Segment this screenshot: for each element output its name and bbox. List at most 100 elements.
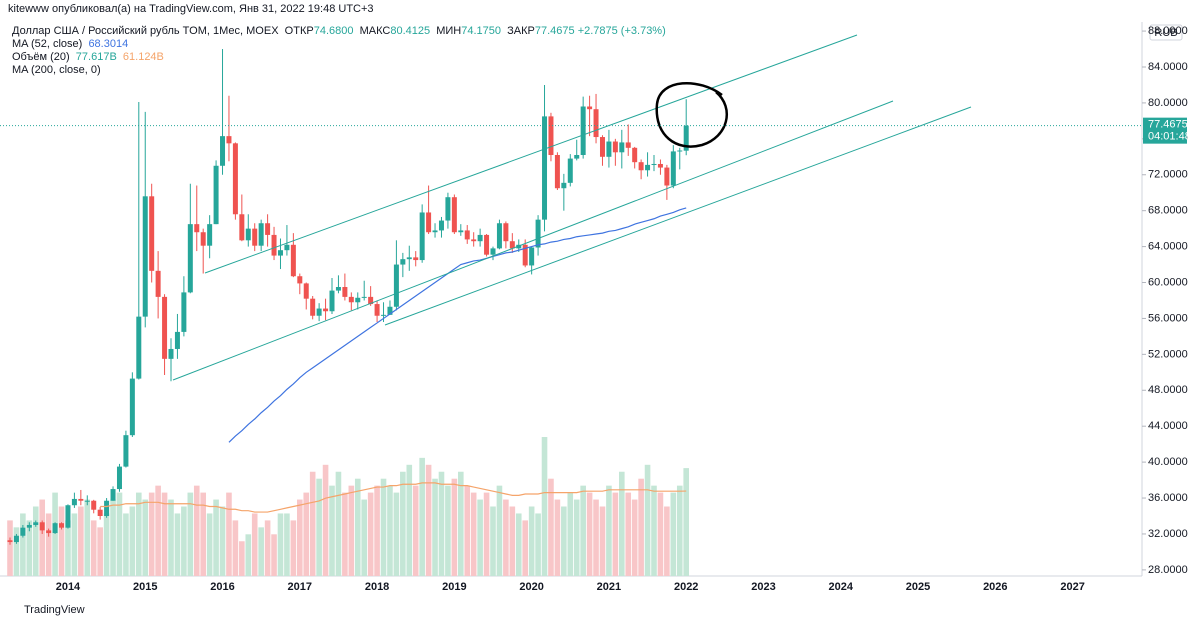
- candle-body: [599, 137, 605, 157]
- currency-label: RUB: [1154, 27, 1177, 39]
- volume-bar: [161, 492, 168, 576]
- candle-body: [348, 296, 354, 303]
- candle-body: [619, 142, 625, 153]
- volume-bar: [71, 513, 78, 576]
- candle-body: [46, 530, 52, 534]
- candle-body: [59, 523, 65, 528]
- candle-body: [342, 287, 348, 297]
- y-tick-label: 48.0000: [1148, 384, 1188, 396]
- volume-bar: [290, 520, 297, 576]
- currency-box: [1149, 24, 1183, 41]
- candle-body: [78, 498, 84, 501]
- y-tick-label: 72.0000: [1148, 169, 1188, 181]
- ohlc-label: ОТКР: [284, 25, 314, 37]
- volume-bar: [683, 468, 689, 576]
- legend-row: MA (200, close, 0): [12, 64, 666, 77]
- volume-bar: [309, 471, 316, 576]
- volume-bar: [348, 485, 355, 576]
- candle-body: [426, 212, 432, 233]
- candle-body: [142, 196, 148, 317]
- candle-body: [187, 224, 193, 293]
- volume-bar: [522, 520, 528, 576]
- candle-body: [252, 228, 258, 246]
- volume-bar: [619, 471, 625, 576]
- y-tick-label: 36.0000: [1148, 492, 1188, 504]
- candle-body: [271, 234, 277, 256]
- candle-body: [71, 498, 77, 506]
- volume-bar: [251, 513, 258, 576]
- candle-body: [580, 106, 586, 155]
- volume-bar: [567, 492, 574, 576]
- volume-bar: [32, 506, 39, 576]
- volume-bar: [432, 478, 438, 576]
- candle-body: [33, 522, 39, 525]
- candle-layer: [7, 49, 689, 545]
- volume-bar: [515, 513, 522, 576]
- volume-bar: [329, 485, 335, 576]
- y-tick-label: 84.0000: [1148, 61, 1188, 73]
- x-tick-label: 2020: [519, 581, 543, 593]
- candle-body: [438, 220, 444, 231]
- footer: TradingView: [24, 604, 85, 616]
- y-tick-label: 88.0000: [1148, 25, 1188, 37]
- x-tick-label: 2019: [442, 581, 466, 593]
- candle-body: [490, 248, 496, 255]
- volume-bar: [438, 471, 445, 576]
- candle-body: [471, 239, 477, 242]
- volume-bar: [425, 464, 432, 576]
- volume-bar: [129, 506, 136, 576]
- x-tick-label: 2021: [597, 581, 621, 593]
- indicator-value: 68.3014: [88, 38, 129, 50]
- legend-row: Объём (20) 77.617B 61.124B: [12, 51, 666, 64]
- ma52-line: [228, 207, 687, 443]
- candle-body: [97, 509, 103, 517]
- candle-body: [683, 125, 689, 151]
- candle-body: [20, 527, 26, 536]
- volume-bar: [284, 513, 290, 576]
- volume-bar: [657, 492, 664, 576]
- volume-bar: [554, 499, 561, 576]
- author-line: kitewww опубликовал(а) на TradingView.co…: [8, 3, 374, 15]
- volume-bar: [400, 471, 406, 576]
- volume-bar: [631, 499, 638, 576]
- candle-body: [632, 147, 638, 163]
- last-price-box: [1143, 117, 1187, 144]
- candle-body: [232, 143, 238, 215]
- candle-body: [496, 223, 502, 249]
- volume-bar: [168, 499, 174, 576]
- x-tick-label: 2025: [906, 581, 930, 593]
- volume-bar: [535, 513, 541, 576]
- volume-bar: [670, 492, 677, 576]
- candle-body: [213, 165, 219, 225]
- legend-row: MA (52, close) 68.3014: [12, 38, 666, 51]
- candle-body: [297, 276, 303, 284]
- candle-body: [7, 540, 13, 543]
- candle-body: [65, 505, 71, 528]
- candle-body: [368, 296, 374, 305]
- x-tick-label: 2026: [983, 581, 1007, 593]
- volume-bar: [45, 513, 52, 576]
- candle-body: [39, 522, 45, 531]
- candle-body: [91, 500, 97, 510]
- volume-bar: [483, 492, 490, 576]
- candle-body: [587, 106, 593, 110]
- candle-body: [625, 142, 631, 148]
- volume-bar: [148, 492, 155, 576]
- y-tick-label: 28.0000: [1148, 564, 1188, 576]
- volume-bar: [342, 492, 348, 576]
- volume-bar: [361, 499, 367, 576]
- indicator-name: MA (52, close): [12, 38, 83, 50]
- volume-bar: [116, 492, 123, 576]
- volume-bar: [103, 513, 110, 576]
- candle-body: [361, 296, 367, 298]
- volume-bar: [464, 485, 471, 576]
- volume-bar: [606, 485, 612, 576]
- candle-body: [220, 136, 226, 166]
- candle-body: [316, 308, 322, 316]
- candle-body: [200, 232, 206, 246]
- volume-bar: [277, 513, 284, 576]
- candle-body: [116, 466, 122, 490]
- volume-bar: [496, 485, 503, 576]
- y-tick-label: 40.0000: [1148, 456, 1188, 468]
